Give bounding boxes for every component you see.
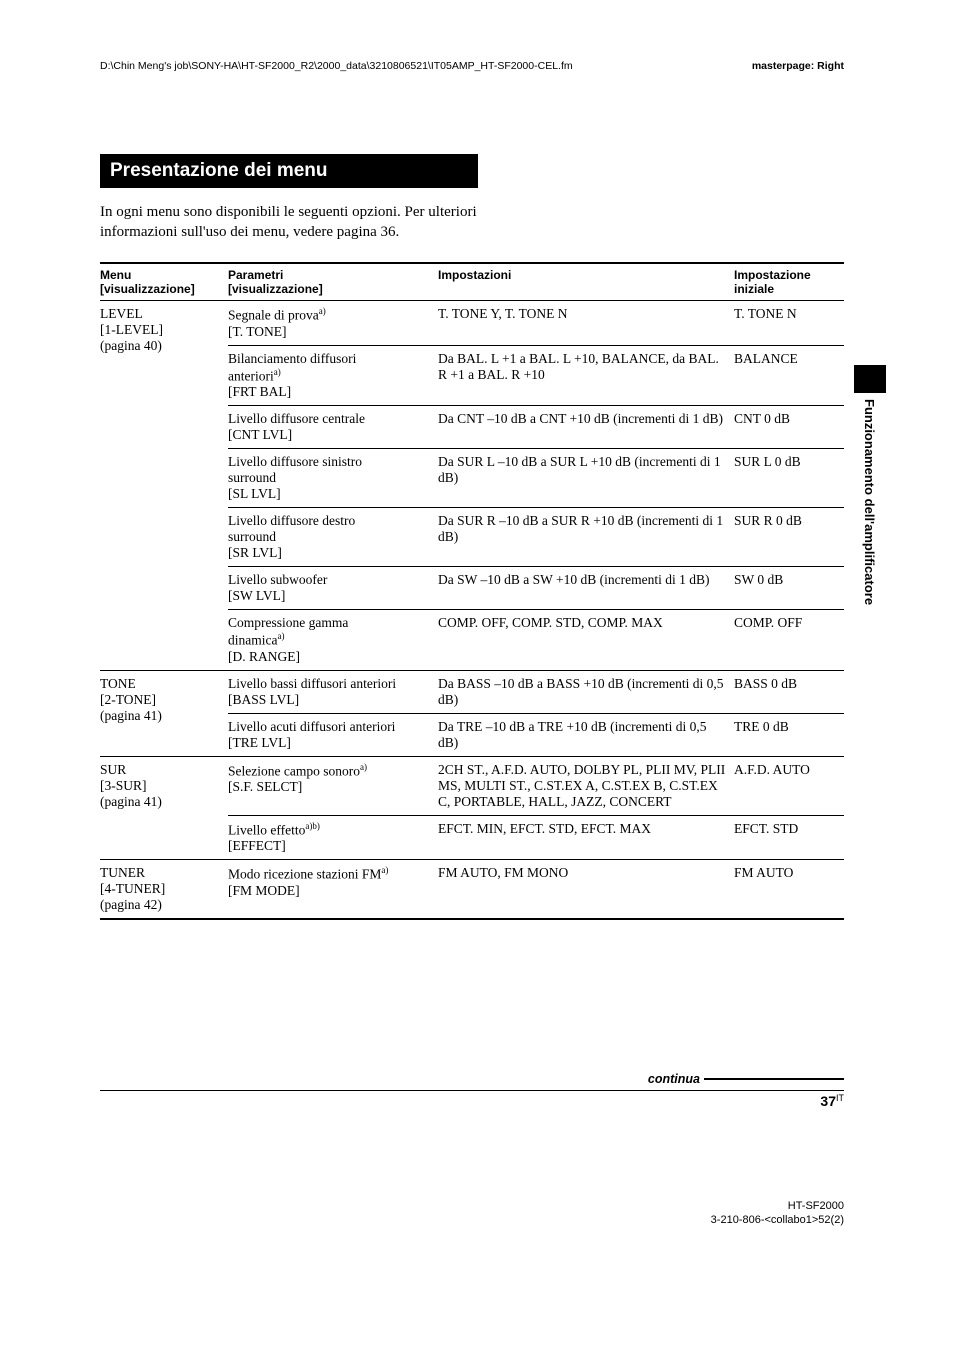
table-row: LEVEL [1-LEVEL] (pagina 40) Segnale di p… — [100, 301, 844, 346]
param-cell: Livello acuti diffusori anteriori [TRE L… — [228, 713, 438, 756]
param-cell: Livello bassi diffusori anteriori [BASS … — [228, 670, 438, 713]
param-cell: Livello diffusore centrale [CNT LVL] — [228, 406, 438, 449]
imp-cell: T. TONE Y, T. TONE N — [438, 301, 734, 346]
param-cell: Livello diffusore sinistro surround [SL … — [228, 449, 438, 508]
init-cell: FM AUTO — [734, 860, 844, 920]
footer-rule — [100, 1090, 844, 1091]
init-cell: SW 0 dB — [734, 567, 844, 610]
param-cell: Selezione campo sonoroa) [S.F. SELCT] — [228, 756, 438, 815]
continua-row: continua — [100, 1070, 844, 1088]
section-heading: Presentazione dei menu — [100, 154, 478, 188]
side-tab: Funzionamento dell'amplificatore — [854, 365, 886, 635]
param-cell: Modo ricezione stazioni FMa) [FM MODE] — [228, 860, 438, 920]
init-cell: TRE 0 dB — [734, 713, 844, 756]
continua-label: continua — [648, 1072, 700, 1086]
imp-cell: Da SUR L –10 dB a SUR L +10 dB (incremen… — [438, 449, 734, 508]
imp-cell: EFCT. MIN, EFCT. STD, EFCT. MAX — [438, 815, 734, 860]
param-cell: Livello diffusore destro surround [SR LV… — [228, 508, 438, 567]
init-cell: BALANCE — [734, 345, 844, 406]
imp-cell: Da BASS –10 dB a BASS +10 dB (incrementi… — [438, 670, 734, 713]
th-imp: Impostazioni — [438, 263, 734, 301]
param-cell: Livello subwoofer [SW LVL] — [228, 567, 438, 610]
settings-table: Menu [visualizzazione] Parametri [visual… — [100, 262, 844, 920]
side-tab-label: Funzionamento dell'amplificatore — [854, 399, 877, 605]
th-init: Impostazione iniziale — [734, 263, 844, 301]
param-cell: Bilanciamento diffusori anterioria) [FRT… — [228, 345, 438, 406]
page-number: 37IT — [100, 1093, 844, 1109]
param-cell: Segnale di provaa) [T. TONE] — [228, 301, 438, 346]
continua-line — [704, 1078, 844, 1080]
table-row: SUR [3-SUR] (pagina 41) Selezione campo … — [100, 756, 844, 815]
table-row: TONE [2-TONE] (pagina 41) Livello bassi … — [100, 670, 844, 713]
init-cell: A.F.D. AUTO — [734, 756, 844, 815]
side-tab-marker — [854, 365, 886, 393]
table-row: TUNER [4-TUNER] (pagina 42) Modo ricezio… — [100, 860, 844, 920]
intro-text: In ogni menu sono disponibili le seguent… — [100, 202, 480, 243]
imp-cell: 2CH ST., A.F.D. AUTO, DOLBY PL, PLII MV,… — [438, 756, 734, 815]
imp-cell: Da TRE –10 dB a TRE +10 dB (incrementi d… — [438, 713, 734, 756]
imp-cell: COMP. OFF, COMP. STD, COMP. MAX — [438, 610, 734, 671]
param-cell: Livello effettoa)b) [EFFECT] — [228, 815, 438, 860]
init-cell: EFCT. STD — [734, 815, 844, 860]
masterpage-label: masterpage: Right — [752, 60, 844, 72]
imp-cell: Da CNT –10 dB a CNT +10 dB (incrementi d… — [438, 406, 734, 449]
th-menu: Menu [visualizzazione] — [100, 263, 228, 301]
th-param: Parametri [visualizzazione] — [228, 263, 438, 301]
menu-cell-sur: SUR [3-SUR] (pagina 41) — [100, 756, 228, 860]
param-cell: Compressione gamma dinamicaa) [D. RANGE] — [228, 610, 438, 671]
init-cell: CNT 0 dB — [734, 406, 844, 449]
imp-cell: Da SUR R –10 dB a SUR R +10 dB (incremen… — [438, 508, 734, 567]
init-cell: BASS 0 dB — [734, 670, 844, 713]
footer-text: HT-SF2000 3-210-806-<collabo1>52(2) — [100, 1199, 844, 1228]
imp-cell: Da SW –10 dB a SW +10 dB (incrementi di … — [438, 567, 734, 610]
init-cell: SUR L 0 dB — [734, 449, 844, 508]
init-cell: T. TONE N — [734, 301, 844, 346]
menu-cell-tone: TONE [2-TONE] (pagina 41) — [100, 670, 228, 756]
imp-cell: Da BAL. L +1 a BAL. L +10, BALANCE, da B… — [438, 345, 734, 406]
init-cell: COMP. OFF — [734, 610, 844, 671]
menu-cell-tuner: TUNER [4-TUNER] (pagina 42) — [100, 860, 228, 920]
file-path: D:\Chin Meng's job\SONY-HA\HT-SF2000_R2\… — [100, 60, 844, 74]
init-cell: SUR R 0 dB — [734, 508, 844, 567]
imp-cell: FM AUTO, FM MONO — [438, 860, 734, 920]
menu-cell-level: LEVEL [1-LEVEL] (pagina 40) — [100, 301, 228, 671]
